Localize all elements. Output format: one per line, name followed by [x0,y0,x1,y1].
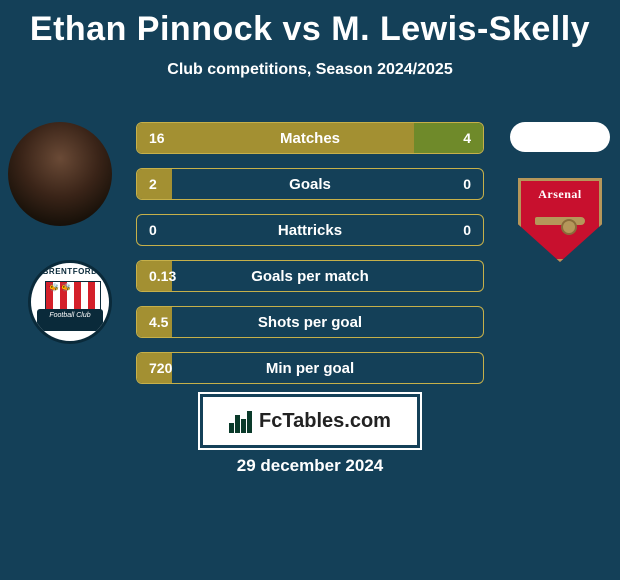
stats-comparison: 16Matches42Goals00Hattricks00.13Goals pe… [136,122,484,398]
page-title: Ethan Pinnock vs M. Lewis-Skelly [0,0,620,49]
stat-value-right: 0 [463,215,471,245]
stat-row: 16Matches4 [136,122,484,154]
stat-row: 720Min per goal [136,352,484,384]
stat-label: Min per goal [137,353,483,383]
branding-text: FcTables.com [259,410,391,433]
subtitle: Club competitions, Season 2024/2025 [0,61,620,79]
stat-label: Goals per match [137,261,483,291]
stat-label: Hattricks [137,215,483,245]
arsenal-cannon-icon [533,211,593,235]
stat-row: 0Hattricks0 [136,214,484,246]
club-right-name: Arsenal [521,187,599,202]
club-left-name: BRENTFORD [31,267,109,276]
stat-label: Shots per goal [137,307,483,337]
stat-value-right: 0 [463,169,471,199]
player-right-avatar [510,122,610,152]
stat-label: Matches [137,123,483,153]
stat-value-right: 4 [463,123,471,153]
stat-row: 2Goals0 [136,168,484,200]
stat-label: Goals [137,169,483,199]
branding-box: FcTables.com [200,394,420,448]
date-text: 29 december 2024 [0,456,620,476]
club-badge-right: Arsenal [510,178,610,262]
fctables-logo-icon [229,409,253,433]
brentford-bees-icon: 🐝 🐝 [49,283,71,292]
stat-row: 4.5Shots per goal [136,306,484,338]
club-left-ribbon: Football Club [37,309,103,331]
club-badge-left: BRENTFORD 🐝 🐝 Football Club [20,260,120,344]
stat-row: 0.13Goals per match [136,260,484,292]
player-left-avatar [8,122,112,226]
